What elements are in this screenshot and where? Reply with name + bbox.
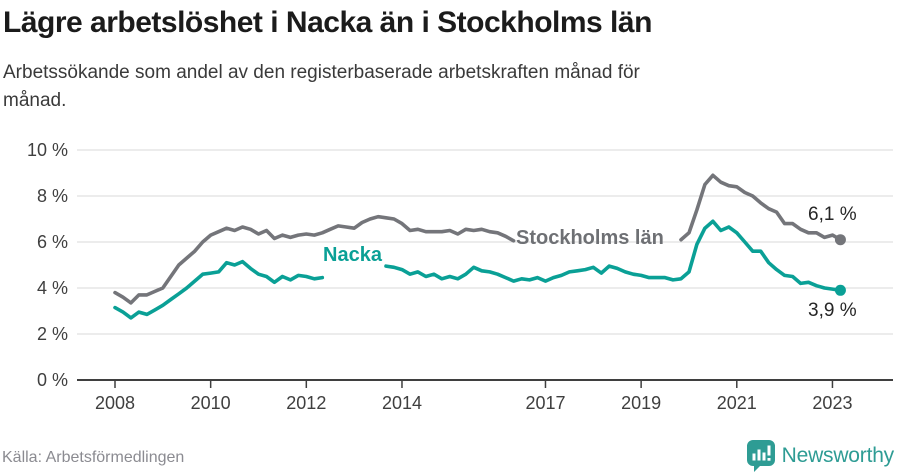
y-tick-label: 6 % — [37, 232, 68, 252]
x-tick-label: 2008 — [95, 393, 135, 413]
newsworthy-logo: Newsworthy — [746, 440, 895, 472]
stockholm-line-label: Stockholms län — [516, 227, 664, 249]
x-tick-label: 2014 — [382, 393, 422, 413]
nacka-end-value-label: 3,9 % — [808, 300, 857, 321]
chart-title: Lägre arbetslöshet i Nacka än i Stockhol… — [3, 6, 652, 39]
x-tick-label: 2010 — [191, 393, 231, 413]
subtitle-line-1: Arbetssökande som andel av den registerb… — [3, 62, 640, 83]
y-tick-label: 4 % — [37, 278, 68, 298]
newsworthy-logo-text: Newsworthy — [781, 444, 895, 467]
x-tick-label: 2023 — [812, 393, 852, 413]
chart-subtitle: Arbetssökande som andel av den registerb… — [3, 59, 863, 115]
x-tick-label: 2019 — [621, 393, 661, 413]
source-note: Källa: Arbetsförmedlingen — [2, 449, 185, 466]
subtitle-line-2: månad. — [3, 90, 67, 111]
x-tick-label: 2017 — [525, 393, 565, 413]
y-tick-label: 8 % — [37, 186, 68, 206]
y-tick-label: 10 % — [27, 140, 68, 160]
stockholm-line — [113, 173, 843, 305]
nacka-end-dot — [834, 284, 846, 296]
newsworthy-logo-icon — [746, 440, 775, 472]
y-tick-label: 2 % — [37, 324, 68, 344]
y-tick-label: 0 % — [37, 370, 68, 390]
stockholm-end-value-label: 6,1 % — [808, 204, 857, 225]
nacka-line-label: Nacka — [323, 244, 382, 266]
x-tick-label: 2012 — [286, 393, 326, 413]
stockholm-end-dot — [834, 234, 846, 246]
nacka-line — [113, 219, 843, 320]
x-tick-label: 2021 — [717, 393, 757, 413]
